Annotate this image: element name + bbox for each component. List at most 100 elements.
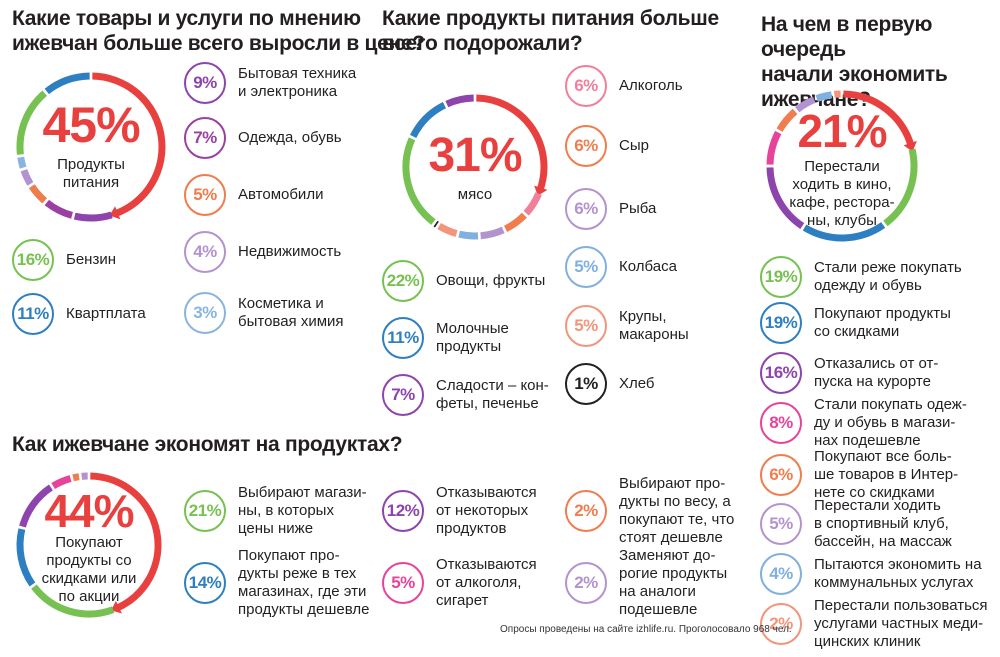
chart3-item-label: Отказались от от- пуска на курорте bbox=[814, 355, 939, 390]
chart3-item-value: 8% bbox=[760, 402, 802, 444]
donut-segment-item-0 bbox=[73, 211, 113, 222]
chart2-item: 6% Алкоголь bbox=[565, 65, 735, 107]
chart3-item: 16% Отказались от от- пуска на курорте bbox=[760, 352, 995, 394]
chart3-donut-svg bbox=[766, 90, 918, 242]
chart4-item-value: 21% bbox=[184, 490, 226, 532]
donut-segment-item-5 bbox=[433, 220, 439, 228]
donut-segment-item-1 bbox=[16, 528, 36, 587]
chart2-donut-svg bbox=[402, 94, 548, 240]
chart2-item: 5% Крупы, макароны bbox=[565, 305, 735, 347]
chart1-item-label: Квартплата bbox=[66, 305, 146, 322]
donut-segment-item-4 bbox=[17, 156, 27, 169]
chart4-item: 21% Выбирают магази- ны, в которых цены н… bbox=[184, 484, 374, 537]
chart1-item: 3% Косметика и бытовая химия bbox=[184, 292, 369, 334]
chart2-item-label: Сладости – кон- феты, печенье bbox=[436, 377, 549, 412]
chart4-item-value: 5% bbox=[382, 562, 424, 604]
chart3-item-label: Перестали пользоваться услугами частных … bbox=[814, 597, 988, 650]
chart2-item: 11% Молочные продукты bbox=[382, 317, 557, 359]
chart3-item-label: Пытаются экономить на коммунальных услуг… bbox=[814, 556, 982, 591]
chart4-item-label: Отказываются от некоторых продуктов bbox=[436, 484, 537, 537]
chart4-item-value: 12% bbox=[382, 490, 424, 532]
chart1-item-label: Бытовая техника и электроника bbox=[238, 65, 357, 100]
chart1-main-value: 45% bbox=[42, 97, 140, 153]
chart2-item-label: Овощи, фрукты bbox=[436, 272, 546, 289]
donut-segment-item-0 bbox=[883, 148, 918, 227]
chart1-item-label: Автомобили bbox=[238, 186, 324, 203]
chart4-item: 14% Покупают про- дукты реже в тех магази… bbox=[184, 547, 374, 618]
donut-segment-item-6 bbox=[44, 72, 90, 95]
donut-segment-item-6 bbox=[815, 91, 833, 102]
chart2-item-label: Рыба bbox=[619, 200, 657, 217]
chart3-item-value: 2% bbox=[760, 603, 802, 645]
chart2-item: 6% Рыба bbox=[565, 188, 735, 230]
donut-segment-item-8 bbox=[445, 94, 474, 108]
donut-arrow-head bbox=[903, 140, 917, 152]
chart3-item: 2% Перестали пользоваться услугами частны… bbox=[760, 597, 995, 650]
chart4-main-label: Покупают продукты со скидками или по акц… bbox=[41, 534, 137, 605]
donut-segment-item-3 bbox=[458, 230, 479, 240]
chart3-item-value: 16% bbox=[760, 352, 802, 394]
chart3-item-value: 6% bbox=[760, 454, 802, 496]
chart4-donut-svg bbox=[16, 472, 162, 618]
chart1-item-value: 16% bbox=[12, 239, 54, 281]
donut-segment-main bbox=[476, 94, 548, 193]
chart2-item-value: 22% bbox=[382, 260, 424, 302]
chart2-item-value: 6% bbox=[565, 188, 607, 230]
chart3-item-label: Стали реже покупать одежду и обувь bbox=[814, 259, 962, 294]
donut-segment-item-3 bbox=[766, 130, 782, 165]
chart1-item: 11% Квартплата bbox=[12, 293, 172, 335]
chart3-item-label: Покупают все боль- ше товаров в Интер- н… bbox=[814, 448, 959, 501]
donut-arrow-head bbox=[111, 600, 122, 614]
donut-segment-item-2 bbox=[480, 226, 505, 240]
donut-segment-item-4 bbox=[72, 473, 80, 482]
chart3-item-value: 19% bbox=[760, 302, 802, 344]
chart3-item: 6% Покупают все боль- ше товаров в Интер-… bbox=[760, 448, 995, 501]
chart2-item-value: 6% bbox=[565, 65, 607, 107]
chart4-item-label: Выбирают про- дукты по весу, а покупают … bbox=[619, 475, 735, 546]
donut-segment-item-1 bbox=[44, 199, 74, 219]
chart4-item: 2% Выбирают про- дукты по весу, а покупаю… bbox=[565, 475, 750, 546]
footnote: Опросы проведены на сайте izhlife.ru. Пр… bbox=[500, 624, 792, 635]
chart4-item-value: 14% bbox=[184, 562, 226, 604]
chart2-item: 5% Колбаса bbox=[565, 246, 735, 288]
chart4-item: 12% Отказываются от некоторых продуктов bbox=[382, 484, 557, 537]
chart4-item: 5% Отказываются от алкоголя, сигарет bbox=[382, 556, 557, 609]
chart1-item-value: 3% bbox=[184, 292, 226, 334]
chart1-item: 4% Недвижимость bbox=[184, 231, 369, 273]
chart4-item-label: Отказываются от алкоголя, сигарет bbox=[436, 556, 537, 609]
chart1-item-value: 11% bbox=[12, 293, 54, 335]
chart2-item-label: Сыр bbox=[619, 137, 649, 154]
donut-arrow-head bbox=[534, 185, 548, 196]
chart1-title: Какие товары и услуги по мнению ижевчан … bbox=[12, 7, 425, 55]
chart2-item: 1% Хлеб bbox=[565, 363, 735, 405]
donut-segment-main bbox=[92, 72, 166, 218]
chart4-item-value: 2% bbox=[565, 562, 607, 604]
chart3-item: 4% Пытаются экономить на коммунальных усл… bbox=[760, 553, 995, 595]
donut-segment-item-0 bbox=[523, 192, 542, 216]
chart2-item: 6% Сыр bbox=[565, 125, 735, 167]
chart3-item-value: 4% bbox=[760, 553, 802, 595]
chart2-item-label: Колбаса bbox=[619, 258, 677, 275]
chart3-item: 5% Перестали ходить в спортивный клуб, ба… bbox=[760, 497, 995, 550]
chart1-item: 9% Бытовая техника и электроника bbox=[184, 62, 369, 104]
chart3-item: 8% Стали покупать одеж- ду и обувь в мага… bbox=[760, 396, 995, 449]
chart1-item: 7% Одежда, обувь bbox=[184, 117, 369, 159]
chart3-item-value: 5% bbox=[760, 503, 802, 545]
chart2-item: 22% Овощи, фрукты bbox=[382, 260, 557, 302]
donut-segment-item-2 bbox=[28, 184, 48, 204]
chart2-item-value: 7% bbox=[382, 374, 424, 416]
donut-segment-item-6 bbox=[402, 137, 436, 225]
chart2-item-value: 6% bbox=[565, 125, 607, 167]
donut-segment-item-5 bbox=[16, 90, 48, 155]
chart3-item-label: Покупают продукты со скидками bbox=[814, 305, 951, 340]
chart4-title: Как ижевчане экономят на продуктах? bbox=[12, 433, 403, 456]
chart3-item-label: Стали покупать одеж- ду и обувь в магази… bbox=[814, 396, 967, 449]
chart1-donut: 45% Продукты питания bbox=[14, 70, 168, 224]
chart1-item-value: 7% bbox=[184, 117, 226, 159]
donut-arrow-head bbox=[109, 206, 121, 220]
chart4-donut: 44% Покупают продукты со скидками или по… bbox=[14, 470, 164, 620]
chart1-item-label: Одежда, обувь bbox=[238, 129, 342, 146]
chart1-item-value: 4% bbox=[184, 231, 226, 273]
chart4-main-value: 44% bbox=[44, 485, 134, 537]
chart1-item-value: 9% bbox=[184, 62, 226, 104]
